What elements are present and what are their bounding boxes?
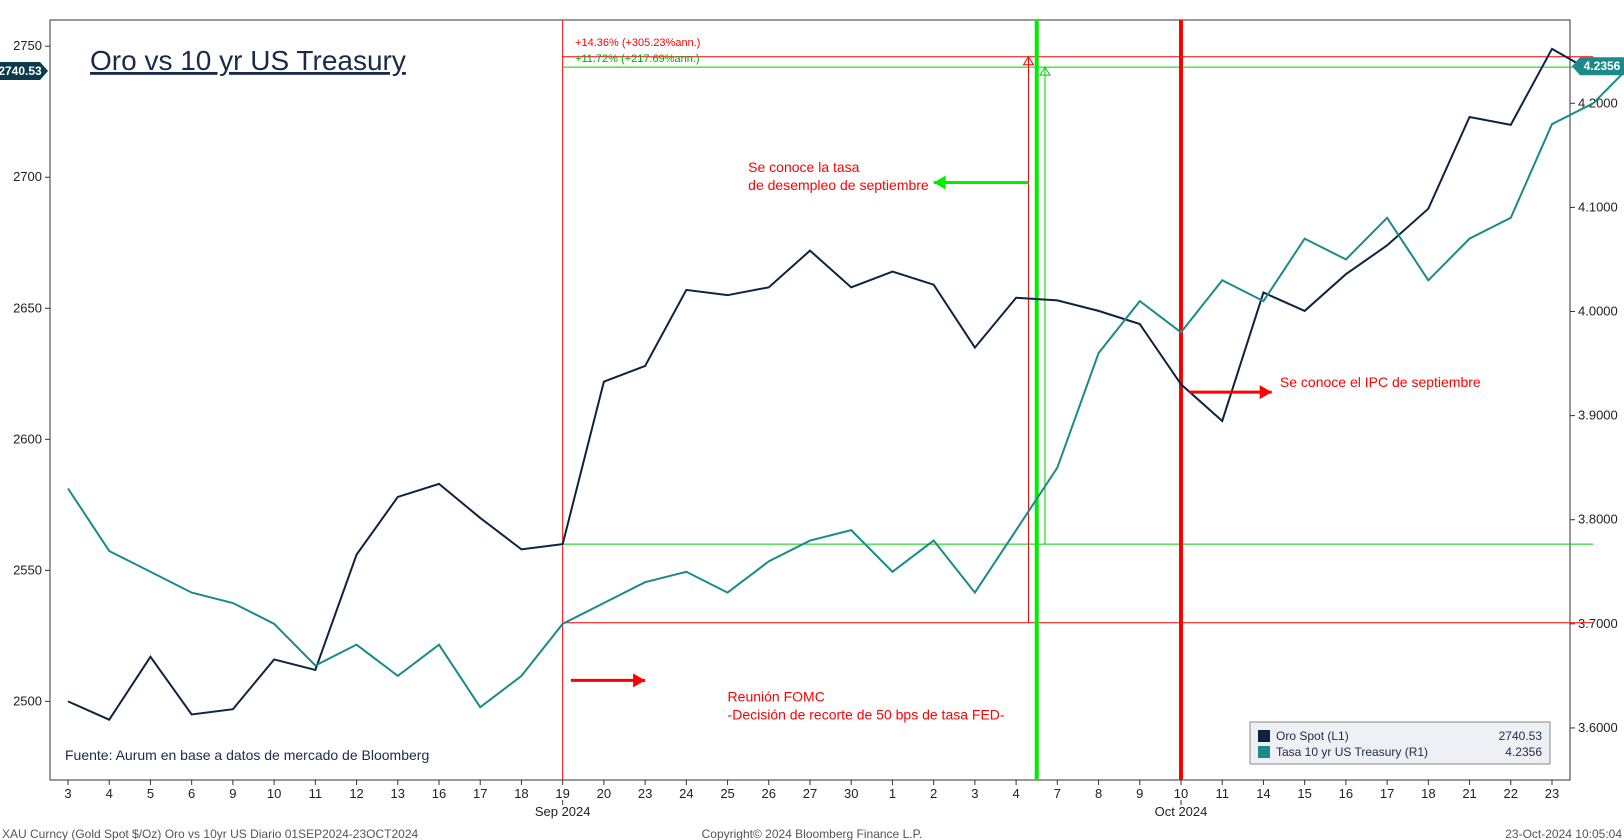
x-tick-label: 19 — [555, 786, 569, 801]
arrow-head — [633, 673, 645, 687]
source-text: Fuente: Aurum en base a datos de mercado… — [65, 747, 429, 763]
x-tick-label: 22 — [1504, 786, 1518, 801]
yright-tick-label: 4.0000 — [1578, 304, 1618, 319]
legend-val-tasa: 4.2356 — [1505, 745, 1542, 759]
yleft-tick-label: 2550 — [13, 562, 42, 577]
x-tick-label: 4 — [106, 786, 113, 801]
x-tick-label: 18 — [1421, 786, 1435, 801]
x-tick-label: 30 — [844, 786, 858, 801]
yleft-tick-label: 2750 — [13, 38, 42, 53]
x-tick-label: 27 — [803, 786, 817, 801]
annotation-text: -Decisión de recorte de 50 bps de tasa F… — [728, 706, 1005, 722]
x-tick-label: 10 — [1174, 786, 1188, 801]
yright-tick-label: 3.9000 — [1578, 408, 1618, 423]
legend-label-tasa: Tasa 10 yr US Treasury (R1) — [1276, 745, 1428, 759]
x-tick-label: 16 — [1339, 786, 1353, 801]
yright-tick-label: 3.7000 — [1578, 616, 1618, 631]
yleft-flag-label: 2740.53 — [0, 64, 42, 78]
x-tick-label: 6 — [188, 786, 195, 801]
yright-flag-label: 4.2356 — [1584, 59, 1621, 73]
x-tick-label: 12 — [349, 786, 363, 801]
x-tick-label: 23 — [638, 786, 652, 801]
x-tick-label: 17 — [473, 786, 487, 801]
legend-val-oro: 2740.53 — [1499, 729, 1543, 743]
plot-border — [50, 20, 1570, 780]
x-tick-label: 4 — [1012, 786, 1019, 801]
x-tick-label: 10 — [267, 786, 281, 801]
chart-svg: Oro vs 10 yr US Treasury 2500 2550 2600 2650… — [0, 0, 1624, 840]
annotation-text: Reunión FOMC — [728, 688, 825, 704]
yright-tick-label: 3.8000 — [1578, 512, 1618, 527]
x-tick-label: 3 — [971, 786, 978, 801]
x-tick-label: 9 — [1136, 786, 1143, 801]
x-tick-label: 1 — [889, 786, 896, 801]
x-tick-label: 14 — [1256, 786, 1270, 801]
yleft-tick-label: 2650 — [13, 300, 42, 315]
x-tick-label: 26 — [762, 786, 776, 801]
yleft-tick-label: 2700 — [13, 169, 42, 184]
x-tick-label: 9 — [229, 786, 236, 801]
pct-annotation: +14.36% (+305.23%ann.) — [575, 37, 700, 49]
x-tick-label: 13 — [391, 786, 405, 801]
legend-swatch-oro — [1258, 730, 1270, 742]
x-tick-label: 11 — [1215, 786, 1229, 801]
month-label: Sep 2024 — [535, 804, 591, 819]
x-tick-label: 7 — [1054, 786, 1061, 801]
x-tick-label: 18 — [514, 786, 528, 801]
yleft-tick-label: 2500 — [13, 693, 42, 708]
x-tick-label: 17 — [1380, 786, 1394, 801]
arrow-head — [1260, 385, 1272, 399]
chart-container: Oro vs 10 yr US Treasury 2500 2550 2600 2650… — [0, 0, 1624, 840]
footer-center: Copyright© 2024 Bloomberg Finance L.P. — [702, 827, 923, 840]
x-tick-label: 8 — [1095, 786, 1102, 801]
annotation-text: Se conoce el IPC de septiembre — [1280, 374, 1481, 390]
legend-label-oro: Oro Spot (L1) — [1276, 729, 1349, 743]
annotation-text: Se conoce la tasa — [748, 159, 860, 175]
footer-left: XAU Curncy (Gold Spot $/Oz) Oro vs 10yr … — [2, 827, 419, 840]
yright-tick-label: 4.1000 — [1578, 199, 1618, 214]
footer-right: 23-Oct-2024 10:05:04 — [1505, 827, 1622, 840]
x-tick-label: 11 — [309, 786, 323, 801]
chart-title: Oro vs 10 yr US Treasury — [90, 45, 406, 76]
yright-tick-label: 3.6000 — [1578, 720, 1618, 735]
x-tick-label: 3 — [64, 786, 71, 801]
x-tick-label: 15 — [1297, 786, 1311, 801]
x-tick-label: 25 — [720, 786, 734, 801]
arrow-head — [934, 175, 946, 189]
legend-swatch-tasa — [1258, 746, 1270, 758]
month-label: Oct 2024 — [1155, 804, 1208, 819]
yleft-tick-label: 2600 — [13, 431, 42, 446]
annotation-text: de desempleo de septiembre — [748, 177, 929, 193]
x-tick-label: 21 — [1462, 786, 1476, 801]
x-tick-label: 16 — [432, 786, 446, 801]
x-tick-label: 20 — [597, 786, 611, 801]
x-tick-label: 2 — [930, 786, 937, 801]
x-tick-label: 24 — [679, 786, 693, 801]
x-tick-label: 23 — [1545, 786, 1559, 801]
x-tick-label: 5 — [147, 786, 154, 801]
pct-annotation: +11.72% (+217.69%ann.) — [575, 53, 700, 65]
